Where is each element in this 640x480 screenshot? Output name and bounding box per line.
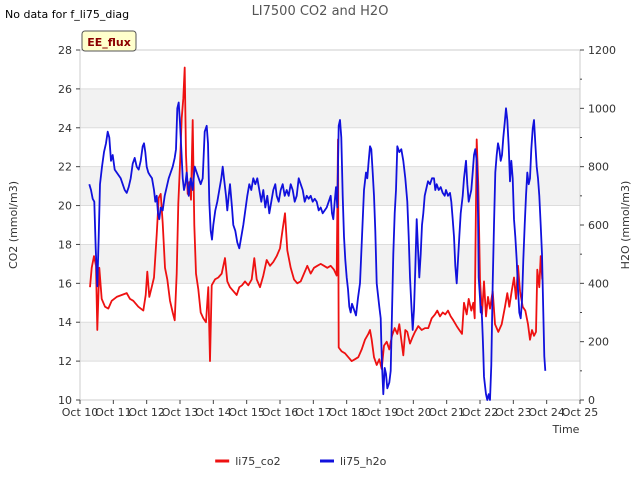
y-axis-left-title: CO2 (mmol/m3) [7, 181, 20, 269]
x-tick-label: Oct 18 [328, 406, 365, 419]
background-band [80, 88, 580, 128]
y-left-tick-label: 10 [58, 394, 72, 407]
x-tick-label: Oct 21 [428, 406, 465, 419]
y-right-tick-label: 200 [588, 336, 609, 349]
x-tick-label: Oct 22 [462, 406, 499, 419]
y-left-tick-label: 14 [58, 316, 72, 329]
y-axis-left-ticks: 10 12 14 16 18 20 22 24 26 28 [58, 44, 80, 407]
y-right-tick-label: 400 [588, 277, 609, 290]
badge-label: EE_flux [87, 36, 131, 49]
x-tick-label: Oct 20 [395, 406, 432, 419]
y-right-tick-label: 0 [588, 394, 595, 407]
x-tick-label: Oct 12 [128, 406, 165, 419]
x-tick-label: Oct 11 [95, 406, 132, 419]
legend-label-li75-h2o: li75_h2o [340, 455, 387, 468]
x-tick-label: Oct 16 [262, 406, 299, 419]
x-tick-label: Oct 24 [528, 406, 565, 419]
legend-label-li75-co2: li75_co2 [235, 455, 280, 468]
background-band [80, 322, 580, 362]
x-tick-label: Oct 25 [562, 406, 599, 419]
x-tick-label: Oct 17 [295, 406, 332, 419]
y-right-tick-label: 800 [588, 161, 609, 174]
y-left-tick-label: 12 [58, 355, 72, 368]
y-right-tick-label: 1000 [588, 102, 616, 115]
x-tick-label: Oct 13 [162, 406, 199, 419]
y-axis-right-title: H2O (mmol/m3) [619, 181, 632, 270]
y-left-tick-label: 20 [58, 200, 72, 213]
x-tick-label: Oct 23 [495, 406, 532, 419]
y-left-tick-label: 26 [58, 83, 72, 96]
y-right-tick-label: 1200 [588, 44, 616, 57]
chart-title: LI7500 CO2 and H2O [252, 4, 389, 19]
series-layer [88, 66, 547, 401]
x-tick-label: Oct 19 [362, 406, 399, 419]
x-tick-label: Oct 10 [62, 406, 99, 419]
series-line-li75-h2o [88, 101, 547, 401]
no-data-note: No data for f_li75_diag [5, 8, 129, 21]
y-left-tick-label: 18 [58, 238, 72, 251]
legend: li75_co2 li75_h2o [215, 455, 387, 468]
y-left-tick-label: 28 [58, 44, 72, 57]
y-left-tick-label: 22 [58, 161, 72, 174]
x-tick-label: Oct 14 [195, 406, 232, 419]
background-bands [80, 88, 580, 362]
x-axis-title: Time [552, 423, 580, 436]
y-right-tick-label: 600 [588, 219, 609, 232]
x-tick-label: Oct 15 [228, 406, 265, 419]
y-left-tick-label: 16 [58, 277, 72, 290]
ee-flux-badge[interactable]: EE_flux [81, 30, 137, 52]
y-left-tick-label: 24 [58, 122, 72, 135]
y-axis-right-ticks: 0 200 400 600 800 1000 1200 [580, 44, 616, 407]
